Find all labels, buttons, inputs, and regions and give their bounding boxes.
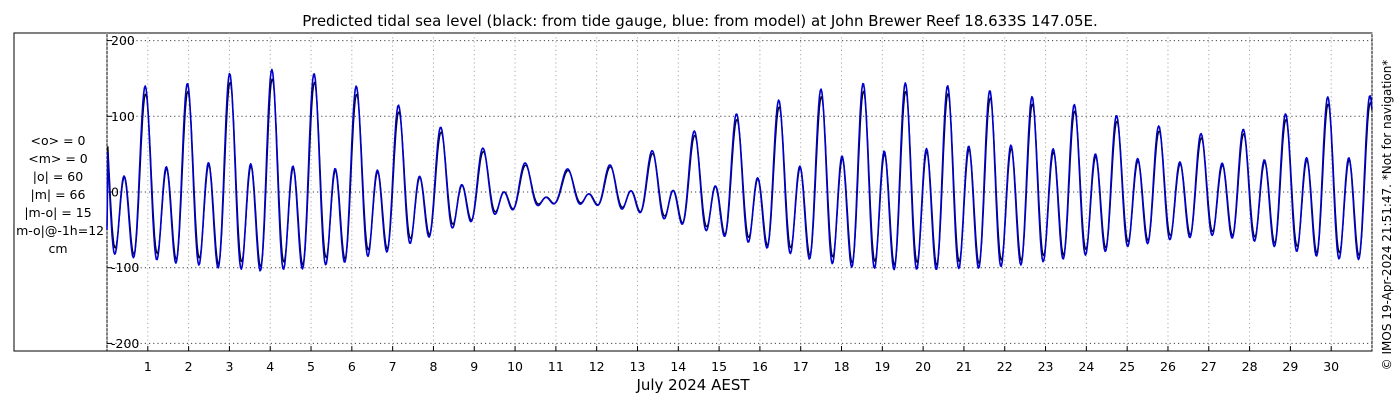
y-tick-label: -100 bbox=[111, 260, 139, 275]
x-tick-label: 4 bbox=[266, 359, 274, 374]
x-tick-label: 19 bbox=[874, 359, 890, 374]
x-tick-label: 2 bbox=[185, 359, 193, 374]
x-tick-label: 28 bbox=[1242, 359, 1258, 374]
x-tick-label: 7 bbox=[389, 359, 397, 374]
x-tick-label: 23 bbox=[1038, 359, 1054, 374]
x-tick-label: 20 bbox=[915, 359, 931, 374]
x-tick-label: 12 bbox=[589, 359, 605, 374]
x-tick-label: 30 bbox=[1323, 359, 1339, 374]
outer-frame bbox=[13, 32, 1373, 352]
x-tick-label: 26 bbox=[1160, 359, 1176, 374]
stat-mean-model: <m> = 0 bbox=[28, 151, 88, 166]
chart-title: Predicted tidal sea level (black: from t… bbox=[302, 12, 1098, 30]
x-tick-label: 5 bbox=[307, 359, 315, 374]
x-axis: 1 2 3 4 5 6 7 8 9 10 11 12 13 14 15 16 17 18 19 20 21 22 23 24 2… bbox=[144, 346, 1339, 374]
series-layer bbox=[106, 68, 1373, 272]
x-tick-label: 13 bbox=[630, 359, 646, 374]
y-tick-label: 200 bbox=[111, 33, 135, 48]
stat-abs-model: |m| = 66 bbox=[31, 187, 86, 202]
x-tick-label: 6 bbox=[348, 359, 356, 374]
x-axis-label: July 2024 AEST bbox=[635, 376, 750, 394]
stats-box: <o> = 0 <m> = 0 |o| = 60 |m| = 66 |m-o| … bbox=[12, 133, 104, 256]
x-tick-label: 14 bbox=[670, 359, 686, 374]
x-tick-label: 9 bbox=[470, 359, 478, 374]
y-axis: -200 -100 0 100 200 bbox=[107, 33, 139, 351]
x-tick-label: 16 bbox=[752, 359, 768, 374]
x-tick-label: 25 bbox=[1119, 359, 1135, 374]
stat-abs-obs: |o| = 60 bbox=[33, 169, 83, 184]
stat-mean-obs: <o> = 0 bbox=[31, 133, 86, 148]
x-tick-label: 24 bbox=[1078, 359, 1094, 374]
x-tick-label: 21 bbox=[956, 359, 972, 374]
x-tick-label: 18 bbox=[834, 359, 850, 374]
x-tick-label: 22 bbox=[997, 359, 1013, 374]
x-tick-label: 10 bbox=[507, 359, 523, 374]
x-tick-label: 29 bbox=[1282, 359, 1298, 374]
y-tick-label: 0 bbox=[111, 185, 119, 200]
x-tick-label: 17 bbox=[793, 359, 809, 374]
stat-abs-diff-lag: |m-o|@-1h=12 bbox=[12, 223, 104, 238]
y-tick-label: 100 bbox=[111, 109, 135, 124]
x-tick-label: 3 bbox=[225, 359, 233, 374]
stat-abs-diff: |m-o| = 15 bbox=[24, 205, 91, 220]
series-line-model bbox=[106, 68, 1373, 272]
stat-unit: cm bbox=[48, 241, 67, 256]
x-tick-label: 8 bbox=[429, 359, 437, 374]
x-tick-label: 1 bbox=[144, 359, 152, 374]
x-tick-label: 15 bbox=[711, 359, 727, 374]
copyright-note: © IMOS 19-Apr-2024 21:51:47. *Not for na… bbox=[1380, 60, 1394, 371]
y-tick-label: -200 bbox=[111, 336, 139, 351]
x-tick-label: 11 bbox=[548, 359, 564, 374]
x-tick-label: 27 bbox=[1201, 359, 1217, 374]
